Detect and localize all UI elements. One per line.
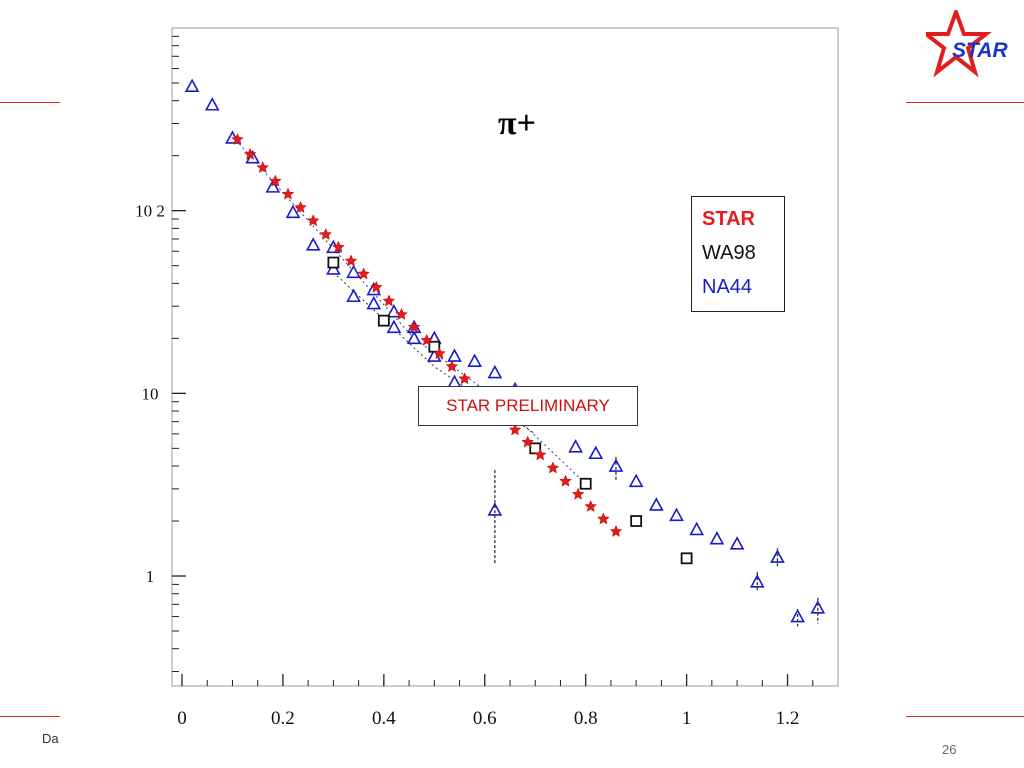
- point-star: [268, 174, 282, 187]
- point-star: [407, 320, 421, 333]
- point-wa98: [327, 256, 340, 269]
- slide-number: 26: [942, 742, 957, 757]
- chart-title: π+: [498, 105, 536, 142]
- y-tick-label: 10: [142, 384, 159, 403]
- point-star: [533, 448, 547, 461]
- point-star: [571, 487, 585, 500]
- point-na44: [588, 445, 604, 460]
- point-star: [357, 267, 371, 280]
- point-na44: [487, 364, 503, 379]
- point-na44: [729, 536, 745, 550]
- point-star: [420, 333, 434, 346]
- footer-text: Da: [42, 731, 59, 746]
- x-tick-label: 1.2: [776, 708, 800, 729]
- point-star: [369, 280, 383, 293]
- point-na44: [265, 179, 281, 193]
- point-na44: [184, 78, 200, 93]
- legend-entry-na44: NA44: [702, 276, 753, 298]
- point-na44: [406, 330, 422, 345]
- point-na44: [669, 507, 684, 522]
- point-star: [281, 187, 295, 200]
- point-na44: [305, 237, 321, 251]
- footer-rule-right: [906, 716, 1024, 717]
- point-wa98: [377, 314, 390, 327]
- header-rule-left: [0, 102, 60, 103]
- point-na44: [568, 439, 583, 453]
- legend: STAR WA98 NA44: [691, 196, 785, 312]
- point-star: [546, 461, 560, 474]
- point-star: [332, 240, 345, 253]
- plot-frame: [171, 27, 839, 687]
- point-na44: [386, 319, 402, 334]
- point-na44: [285, 204, 301, 219]
- point-na44: [648, 497, 664, 511]
- point-wa98: [579, 477, 592, 490]
- legend-entry-star: STAR: [702, 208, 755, 230]
- header-rule-right: [906, 102, 1024, 103]
- point-wa98: [680, 552, 693, 565]
- point-na44: [749, 574, 765, 588]
- point-star: [521, 435, 535, 448]
- point-star: [609, 524, 623, 538]
- point-na44: [467, 353, 483, 367]
- point-na44: [204, 97, 220, 111]
- point-star: [445, 360, 459, 373]
- point-na44: [689, 521, 705, 536]
- point-star: [231, 132, 244, 145]
- x-tick-label: 0: [177, 708, 187, 729]
- point-star: [432, 346, 446, 360]
- point-star: [508, 423, 522, 436]
- y-tick-label: 10 2: [135, 202, 165, 221]
- guide-line: [333, 271, 536, 435]
- x-tick-label: 0.6: [473, 708, 497, 729]
- star-logo: STAR: [926, 10, 1008, 78]
- point-star: [395, 307, 408, 320]
- point-star: [382, 294, 396, 307]
- point-star: [294, 200, 307, 213]
- point-star: [319, 227, 333, 240]
- point-na44: [346, 288, 361, 303]
- y-tick-label: 1: [146, 567, 155, 586]
- point-star: [344, 254, 358, 267]
- point-na44: [608, 458, 624, 472]
- x-tick-label: 1: [682, 708, 692, 729]
- point-na44: [487, 502, 503, 516]
- legend-entry-wa98: WA98: [702, 242, 756, 264]
- logo-text: STAR: [952, 39, 1008, 62]
- point-na44: [628, 473, 644, 488]
- point-na44: [366, 295, 382, 310]
- preliminary-label: STAR PRELIMINARY: [418, 386, 638, 426]
- point-na44: [709, 531, 725, 545]
- x-tick-label: 0.4: [372, 708, 396, 729]
- point-star: [256, 160, 270, 174]
- point-wa98: [428, 340, 441, 353]
- point-star: [306, 214, 320, 227]
- point-na44: [810, 600, 826, 614]
- point-wa98: [630, 515, 643, 527]
- footer-rule-left: [0, 716, 60, 717]
- point-na44: [346, 264, 361, 279]
- point-star: [458, 372, 471, 385]
- point-star: [559, 474, 572, 487]
- point-wa98: [529, 442, 542, 455]
- x-tick-label: 0.2: [271, 708, 295, 729]
- point-na44: [770, 549, 785, 563]
- point-star: [243, 147, 257, 160]
- point-star: [596, 512, 610, 525]
- point-star: [584, 499, 598, 512]
- star-logo-icon: [926, 10, 992, 78]
- x-tick-label: 0.8: [574, 708, 598, 729]
- point-na44: [447, 348, 462, 362]
